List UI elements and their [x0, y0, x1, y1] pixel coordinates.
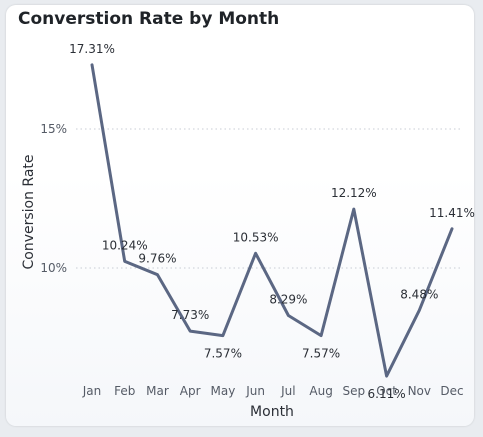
x-tick-label: Dec — [440, 384, 463, 398]
data-label: 17.31% — [69, 42, 115, 56]
data-label: 10.53% — [233, 230, 279, 244]
y-tick-label: 15% — [40, 122, 67, 136]
x-tick-label: Jan — [82, 384, 102, 398]
x-tick-label: Aug — [309, 384, 332, 398]
x-tick-label: Jun — [245, 384, 265, 398]
x-tick-label: Mar — [146, 384, 169, 398]
data-label: 7.73% — [171, 308, 209, 322]
x-tick-label: Oct — [376, 384, 397, 398]
x-tick-label: Apr — [180, 384, 201, 398]
data-label: 6.11% — [368, 387, 406, 401]
data-label: 8.29% — [269, 293, 307, 307]
data-label: 12.12% — [331, 186, 377, 200]
data-label: 7.57% — [204, 347, 242, 361]
chart-card: Converstion Rate by Month — [6, 5, 474, 426]
y-axis-title: Conversion Rate — [21, 154, 37, 269]
data-label: 9.76% — [138, 252, 176, 266]
data-label: 7.57% — [302, 347, 340, 361]
chart-title: Converstion Rate by Month — [18, 9, 280, 29]
x-tick-label: Nov — [408, 384, 431, 398]
series-line — [90, 63, 454, 378]
x-tick-label: Jul — [280, 384, 295, 398]
x-tick-label: Feb — [114, 384, 135, 398]
data-label: 10.24% — [102, 238, 148, 252]
x-tick-label: Sep — [343, 384, 366, 398]
data-label: 11.41% — [429, 206, 475, 220]
x-axis-title: Month — [250, 404, 294, 420]
y-tick-label: 10% — [40, 261, 67, 275]
x-tick-label: May — [211, 384, 236, 398]
data-label: 8.48% — [400, 287, 438, 301]
